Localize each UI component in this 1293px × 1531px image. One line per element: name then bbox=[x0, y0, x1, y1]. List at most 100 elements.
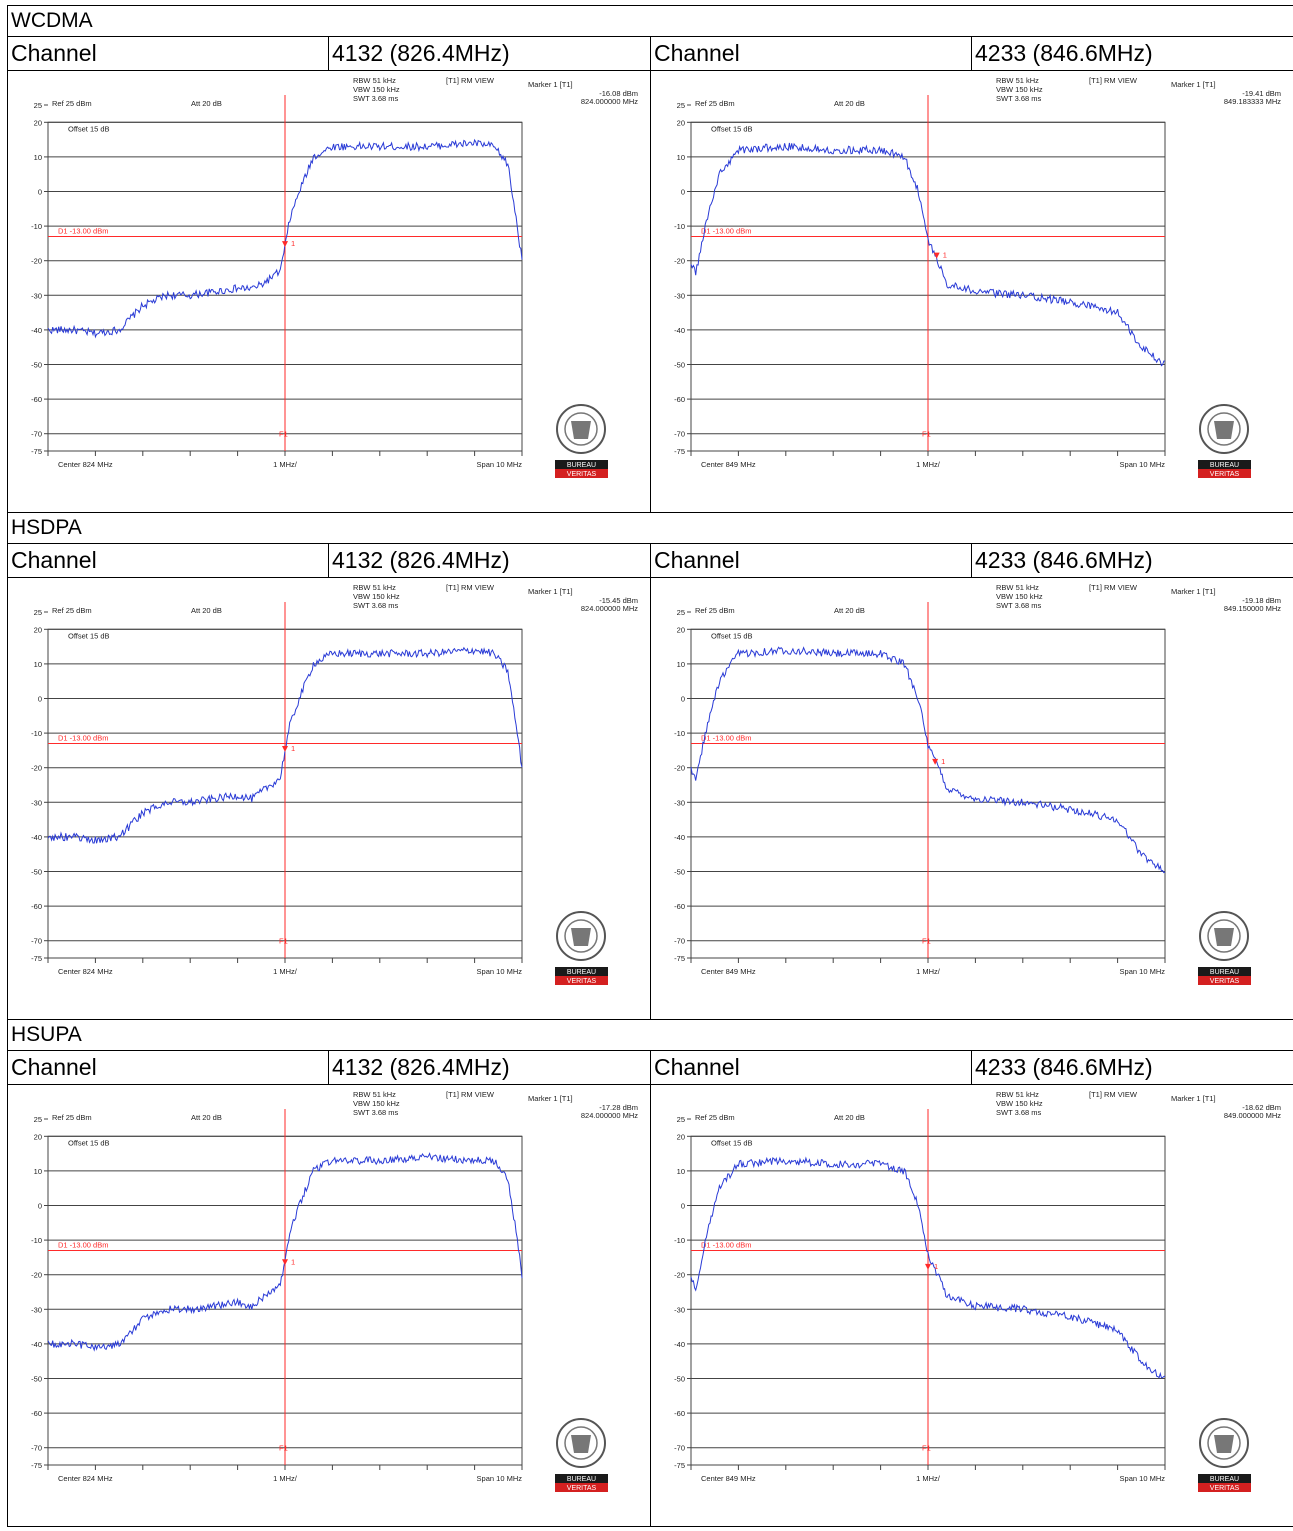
y-tick-label: 20 bbox=[677, 1132, 685, 1141]
marker-level: -17.28 dBm bbox=[599, 1103, 638, 1112]
bureau-veritas-logo: BUREAU VERITAS bbox=[555, 1418, 608, 1492]
ref-label: Ref 25 dBm bbox=[695, 606, 735, 615]
y-tick-label: -10 bbox=[31, 222, 42, 231]
span-label: Span 10 MHz bbox=[1120, 1474, 1166, 1483]
swt-label: SWT 3.68 ms bbox=[996, 94, 1042, 103]
y-tick-label: -30 bbox=[31, 1305, 42, 1314]
y-tick-label: -50 bbox=[31, 361, 42, 370]
y-tick-label: 10 bbox=[677, 1167, 685, 1176]
y-tick-label: -10 bbox=[674, 729, 685, 738]
offset-label: Offset 15 dB bbox=[68, 124, 110, 133]
f1-label: F1 bbox=[922, 1444, 931, 1453]
y-tick-label: 10 bbox=[34, 153, 42, 162]
trace-line bbox=[690, 1156, 1166, 1379]
y-tick-label: -40 bbox=[31, 1340, 42, 1349]
marker-title: Marker 1 [T1] bbox=[1171, 1094, 1216, 1103]
f1-label: F1 bbox=[922, 430, 931, 439]
plot-cell: RBW 51 kHz VBW 150 kHz SWT 3.68 ms [T1] RM … bbox=[651, 578, 1293, 1019]
y-tick-label: -60 bbox=[674, 902, 685, 911]
y-tick-label: -60 bbox=[31, 1409, 42, 1418]
logo-text-top: BUREAU bbox=[567, 1476, 596, 1483]
y-tick-label: -70 bbox=[31, 430, 42, 439]
view-label: [T1] RM VIEW bbox=[1089, 583, 1138, 592]
y-tick-label: -20 bbox=[674, 764, 685, 773]
channel-header: Channel bbox=[8, 37, 329, 70]
y-tick-label: -10 bbox=[31, 729, 42, 738]
trace-line bbox=[690, 646, 1166, 874]
logo-text-bottom: VERITAS bbox=[1210, 471, 1240, 478]
view-label: [T1] RM VIEW bbox=[1089, 76, 1138, 85]
channel-header: Channel bbox=[8, 1051, 329, 1084]
limit-label: D1 -13.00 dBm bbox=[701, 226, 751, 235]
ref-label: Ref 25 dBm bbox=[52, 606, 92, 615]
channel-value: 4132 (826.4MHz) bbox=[329, 1051, 651, 1084]
logo-text-top: BUREAU bbox=[567, 969, 596, 976]
y-tick-label: -30 bbox=[31, 798, 42, 807]
div-label: 1 MHz/ bbox=[916, 460, 941, 469]
center-label: Center 849 MHz bbox=[701, 460, 756, 469]
y-tick-label: 25 bbox=[677, 101, 685, 110]
y-tick-label: 25 bbox=[34, 1115, 42, 1124]
mode-label: WCDMA bbox=[8, 6, 1293, 37]
limit-label: D1 -13.00 dBm bbox=[58, 733, 108, 742]
mode-label: HSUPA bbox=[8, 1020, 1293, 1051]
marker-freq: 824.000000 MHz bbox=[581, 604, 638, 613]
ref-label: Ref 25 dBm bbox=[695, 99, 735, 108]
marker-icon bbox=[282, 745, 288, 752]
results-table: WCDMA Channel 4132 (826.4MHz) Channel 4233 (… bbox=[7, 5, 1293, 1527]
view-label: [T1] RM VIEW bbox=[446, 76, 495, 85]
y-tick-label: -50 bbox=[31, 868, 42, 877]
span-label: Span 10 MHz bbox=[1120, 967, 1166, 976]
center-label: Center 824 MHz bbox=[58, 460, 113, 469]
view-label: [T1] RM VIEW bbox=[1089, 1090, 1138, 1099]
att-label: Att 20 dB bbox=[834, 99, 865, 108]
bureau-veritas-logo: BUREAU VERITAS bbox=[555, 911, 608, 985]
rbw-label: RBW 51 kHz bbox=[996, 76, 1039, 85]
rbw-label: RBW 51 kHz bbox=[353, 583, 396, 592]
vbw-label: VBW 150 kHz bbox=[996, 592, 1043, 601]
y-tick-label: -70 bbox=[674, 430, 685, 439]
y-tick-label: -70 bbox=[31, 1444, 42, 1453]
y-tick-label: -60 bbox=[31, 395, 42, 404]
swt-label: SWT 3.68 ms bbox=[353, 94, 399, 103]
logo-text-top: BUREAU bbox=[1210, 462, 1239, 469]
channel-header: Channel bbox=[8, 544, 329, 577]
y-tick-label: 25 bbox=[34, 101, 42, 110]
channel-row: Channel 4132 (826.4MHz) Channel 4233 (846.6… bbox=[8, 1051, 1293, 1085]
y-tick-label: -60 bbox=[674, 395, 685, 404]
marker-icon bbox=[933, 252, 940, 259]
y-tick-label: -10 bbox=[674, 222, 685, 231]
y-tick-label: 0 bbox=[38, 188, 42, 197]
rbw-label: RBW 51 kHz bbox=[996, 1090, 1039, 1099]
swt-label: SWT 3.68 ms bbox=[353, 1108, 399, 1117]
y-tick-label: -20 bbox=[31, 764, 42, 773]
swt-label: SWT 3.68 ms bbox=[996, 601, 1042, 610]
swt-label: SWT 3.68 ms bbox=[353, 601, 399, 610]
offset-label: Offset 15 dB bbox=[711, 124, 753, 133]
span-label: Span 10 MHz bbox=[1120, 460, 1166, 469]
view-label: [T1] RM VIEW bbox=[446, 1090, 495, 1099]
vbw-label: VBW 150 kHz bbox=[996, 85, 1043, 94]
y-tick-label: 25 bbox=[677, 608, 685, 617]
y-tick-label: 10 bbox=[677, 660, 685, 669]
marker-level: -16.08 dBm bbox=[599, 89, 638, 98]
marker-title: Marker 1 [T1] bbox=[1171, 587, 1216, 596]
marker-title: Marker 1 [T1] bbox=[528, 1094, 573, 1103]
y-tick-label: 0 bbox=[681, 1202, 685, 1211]
y-tick-label: -20 bbox=[31, 1271, 42, 1280]
plot-row: RBW 51 kHz VBW 150 kHz SWT 3.68 ms [T1] RM … bbox=[8, 578, 1293, 1020]
y-tick-label: -75 bbox=[674, 1461, 685, 1470]
center-label: Center 849 MHz bbox=[701, 967, 756, 976]
limit-label: D1 -13.00 dBm bbox=[701, 733, 751, 742]
y-tick-label: -50 bbox=[31, 1375, 42, 1384]
marker-freq: 849.000000 MHz bbox=[1224, 1111, 1281, 1120]
vbw-label: VBW 150 kHz bbox=[353, 1099, 400, 1108]
vbw-label: VBW 150 kHz bbox=[996, 1099, 1043, 1108]
marker-number: 1 bbox=[941, 757, 945, 766]
channel-row: Channel 4132 (826.4MHz) Channel 4233 (846.6… bbox=[8, 37, 1293, 71]
channel-row: Channel 4132 (826.4MHz) Channel 4233 (846.6… bbox=[8, 544, 1293, 578]
limit-label: D1 -13.00 dBm bbox=[58, 226, 108, 235]
